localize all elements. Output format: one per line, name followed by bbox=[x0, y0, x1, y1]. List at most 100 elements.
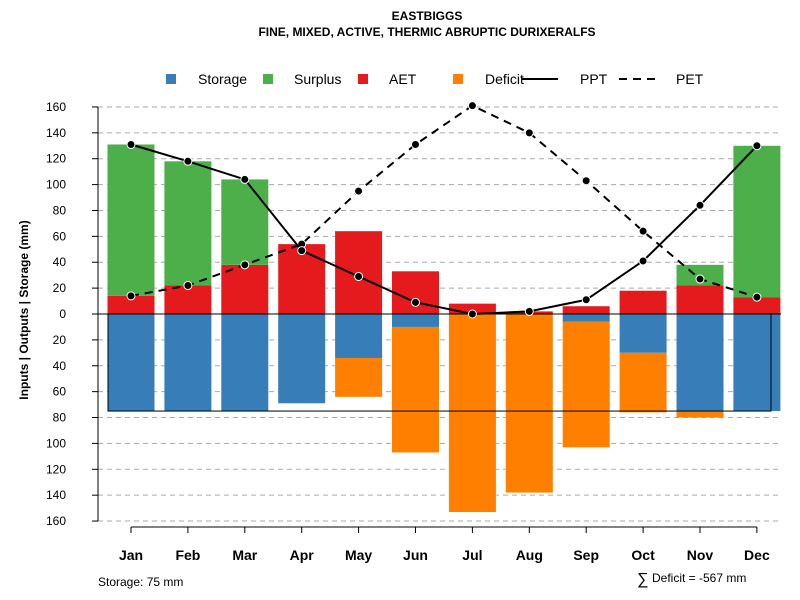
y-tick-label: 160 bbox=[46, 100, 66, 114]
y-tick-label: 0 bbox=[59, 307, 66, 321]
pet-point bbox=[354, 186, 364, 196]
aet-bar bbox=[221, 264, 269, 314]
surplus-bar bbox=[733, 145, 781, 298]
y-tick-label: 140 bbox=[46, 488, 66, 502]
y-tick-label: 20 bbox=[53, 333, 67, 347]
storage-bar bbox=[278, 314, 326, 404]
pet-point bbox=[411, 139, 420, 149]
series-lines bbox=[126, 101, 762, 319]
legend-marker bbox=[263, 74, 273, 84]
aet-bar bbox=[448, 303, 496, 314]
pet-line bbox=[130, 104, 758, 299]
aet-bar bbox=[619, 290, 667, 314]
aet-bar bbox=[676, 285, 724, 314]
legend-label: PPT bbox=[580, 71, 608, 87]
y-tick-label: 100 bbox=[46, 436, 66, 450]
x-tick-label: Aug bbox=[516, 547, 543, 563]
ppt-point bbox=[524, 306, 534, 316]
aet-bar bbox=[278, 244, 326, 314]
y-tick-label: 80 bbox=[53, 203, 67, 217]
y-tick-label: 120 bbox=[46, 462, 66, 476]
deficit-bar bbox=[562, 321, 610, 448]
storage-bar bbox=[335, 314, 383, 358]
ppt-point bbox=[695, 200, 705, 210]
storage-bar bbox=[619, 314, 667, 353]
x-tick-label: Jul bbox=[462, 547, 482, 563]
y-tick-label: 40 bbox=[53, 359, 67, 373]
legend-marker bbox=[358, 74, 368, 84]
y-axis-label: Inputs | Outputs | Storage (mm) bbox=[17, 220, 31, 399]
legend-label: Deficit bbox=[485, 71, 524, 87]
chart-title: EASTBIGGS bbox=[392, 9, 463, 23]
legend-marker bbox=[453, 74, 463, 84]
storage-note: Storage: 75 mm bbox=[98, 575, 183, 589]
x-tick-label: Dec bbox=[744, 547, 770, 563]
ppt-point bbox=[638, 256, 648, 266]
y-tick-label: 100 bbox=[46, 178, 66, 192]
pet-point bbox=[581, 176, 591, 186]
chart-subtitle: FINE, MIXED, ACTIVE, THERMIC ABRUPTIC DU… bbox=[258, 25, 595, 39]
pet-point bbox=[240, 260, 250, 270]
surplus-bar bbox=[107, 144, 155, 296]
ppt-line bbox=[130, 143, 758, 316]
x-tick-label: Mar bbox=[232, 547, 257, 563]
legend-label: AET bbox=[389, 71, 417, 87]
x-tick-label: Feb bbox=[175, 547, 200, 563]
storage-bar bbox=[733, 314, 781, 412]
sum-icon: ∑ bbox=[637, 571, 648, 588]
y-tick-label: 160 bbox=[46, 514, 66, 528]
aet-bar bbox=[562, 306, 610, 314]
x-tick-label: Apr bbox=[290, 547, 315, 563]
surplus-bar bbox=[221, 179, 269, 265]
ppt-point bbox=[411, 297, 420, 307]
pet-point bbox=[524, 128, 534, 138]
y-tick-label: 60 bbox=[53, 385, 67, 399]
storage-bar bbox=[107, 314, 155, 412]
aet-bar bbox=[107, 295, 155, 314]
x-tick-label: May bbox=[345, 547, 372, 563]
y-tick-label: 60 bbox=[53, 229, 67, 243]
deficit-bar bbox=[448, 314, 496, 512]
pet-point bbox=[752, 292, 762, 302]
storage-bar bbox=[221, 314, 269, 412]
deficit-bar bbox=[335, 357, 383, 397]
aet-bar bbox=[733, 297, 781, 314]
gridlines bbox=[98, 106, 781, 522]
storage-bar bbox=[676, 314, 724, 412]
ppt-point bbox=[467, 309, 477, 319]
y-tick-label: 40 bbox=[53, 255, 67, 269]
ppt-point bbox=[126, 139, 136, 149]
legend-label: PET bbox=[676, 71, 704, 87]
storage-bar bbox=[562, 314, 610, 322]
y-tick-label: 140 bbox=[46, 126, 66, 140]
y-tick-label: 80 bbox=[53, 411, 67, 425]
bars bbox=[98, 144, 781, 512]
deficit-bar bbox=[619, 352, 667, 413]
ppt-point bbox=[240, 174, 250, 184]
storage-capacity-box bbox=[107, 313, 772, 412]
x-tick-label: Oct bbox=[631, 547, 655, 563]
pet-point bbox=[183, 281, 193, 291]
surplus-bar bbox=[164, 161, 212, 286]
y-tick-label: 20 bbox=[53, 281, 67, 295]
aet-bar bbox=[392, 271, 439, 314]
pet-point bbox=[638, 226, 648, 236]
legend: Storage Surplus AET Deficit PPT PET bbox=[166, 71, 704, 87]
y-tick-label: 120 bbox=[46, 152, 66, 166]
legend-label: Surplus bbox=[294, 71, 341, 87]
axes: 160 140 120 100 80 60 40 20 0 20 40 60 80 100 120 140 16… bbox=[46, 100, 770, 563]
pet-point bbox=[467, 101, 477, 111]
pet-point bbox=[695, 274, 705, 284]
x-tick-label: Nov bbox=[687, 547, 714, 563]
deficit-bar bbox=[505, 314, 553, 493]
ppt-point bbox=[581, 295, 591, 305]
ppt-point bbox=[297, 246, 307, 256]
ppt-point bbox=[354, 271, 364, 281]
x-tick-label: Jun bbox=[403, 547, 428, 563]
x-tick-label: Jan bbox=[119, 547, 143, 563]
legend-label: Storage bbox=[198, 71, 247, 87]
ppt-point bbox=[752, 141, 762, 151]
pet-point bbox=[126, 291, 136, 301]
deficit-bar bbox=[676, 411, 724, 418]
